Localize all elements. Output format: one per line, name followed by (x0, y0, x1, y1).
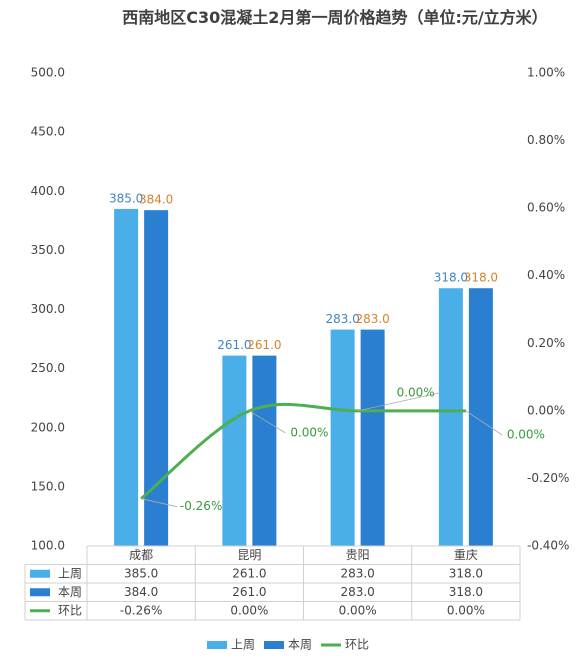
data-label: 0.00% (290, 425, 328, 439)
data-label: 261.0 (247, 338, 281, 352)
legend-label: 本周 (288, 638, 312, 652)
leader-line (357, 392, 440, 412)
data-label: -0.26% (180, 499, 222, 513)
title-box: 西南地区C30混凝土2月第一周价格趋势（单位:元/立方米） (122, 8, 548, 27)
y-tick-label: 450.0 (31, 125, 65, 139)
bar (114, 208, 139, 547)
data-label: 261.0 (217, 338, 251, 352)
x-tick-label: 昆明 (237, 548, 261, 562)
data-label: 384.0 (139, 193, 173, 207)
data-label: 0.00% (397, 385, 435, 399)
bar (438, 288, 463, 546)
bar (252, 355, 277, 546)
y-tick-label: 200.0 (31, 420, 65, 434)
data-label: 283.0 (325, 312, 359, 326)
table-series-name: 环比 (58, 603, 82, 617)
legend-label: 上周 (231, 638, 255, 652)
x-tick-label: 重庆 (454, 548, 478, 562)
legend-key (30, 588, 50, 597)
legend-key (264, 641, 284, 649)
y2-tick-label: 0.40% (527, 268, 565, 282)
table-cell: 0.00% (447, 603, 485, 617)
bar (360, 329, 385, 546)
table-cell: 261.0 (232, 585, 266, 599)
table-cell: 318.0 (449, 585, 483, 599)
y2-tick-label: 0.80% (527, 133, 565, 147)
y-tick-label: 250.0 (31, 361, 65, 375)
data-label: 318.0 (434, 271, 468, 285)
table-cell: 384.0 (124, 585, 158, 599)
data-label: 385.0 (109, 191, 143, 205)
data-label: 283.0 (355, 312, 389, 326)
leader-line (465, 410, 503, 436)
data-label: 0.00% (507, 427, 545, 441)
legend-key (30, 569, 50, 578)
leader-line (141, 498, 178, 508)
y-tick-label: 150.0 (31, 479, 65, 493)
bar (144, 210, 169, 547)
line (140, 402, 466, 500)
y2-tick-label: -0.20% (527, 471, 569, 485)
y2-tick-label: 0.00% (527, 403, 565, 417)
y2-tick-label: 0.20% (527, 336, 565, 350)
y2-tick-label: 1.00% (527, 66, 565, 80)
data-label: 318.0 (464, 271, 498, 285)
table-cell: 261.0 (232, 566, 266, 580)
table-cell: -0.26% (120, 603, 162, 617)
legend-label: 环比 (345, 638, 369, 652)
table-cell: 0.00% (230, 603, 268, 617)
x-tick-label: 成都 (129, 548, 153, 562)
y-tick-label: 300.0 (31, 302, 65, 316)
table-cell: 283.0 (340, 585, 374, 599)
leader-line (249, 410, 286, 434)
bar (330, 329, 355, 546)
y-tick-label: 400.0 (31, 184, 65, 198)
table-series-name: 上周 (58, 566, 82, 580)
chart-title: 西南地区C30混凝土2月第一周价格趋势（单位:元/立方米） (122, 8, 548, 27)
table-cell: 385.0 (124, 566, 158, 580)
table-series-name: 本周 (58, 585, 82, 599)
legend-key (207, 641, 227, 649)
y-tick-label: 350.0 (31, 243, 65, 257)
y2-tick-label: 0.60% (527, 201, 565, 215)
table-cell: 0.00% (339, 603, 377, 617)
table-cell: 283.0 (340, 566, 374, 580)
bar (468, 288, 493, 546)
y2-tick-label: -0.40% (527, 539, 569, 553)
y-tick-label: 500.0 (31, 66, 65, 80)
table-cell: 318.0 (449, 566, 483, 580)
x-tick-label: 贵阳 (346, 548, 370, 562)
y-tick-label: 100.0 (31, 539, 65, 553)
bar (222, 355, 247, 546)
